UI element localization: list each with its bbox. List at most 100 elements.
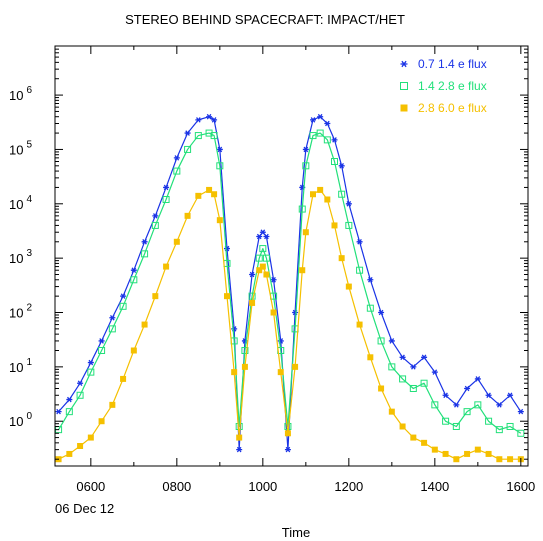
data-point bbox=[236, 434, 243, 441]
data-point bbox=[345, 201, 352, 207]
data-point bbox=[205, 129, 213, 137]
series-1 bbox=[55, 113, 524, 453]
data-point bbox=[184, 212, 191, 219]
x-tick-label: 1200 bbox=[334, 479, 363, 494]
data-point bbox=[309, 132, 317, 140]
data-point bbox=[236, 446, 243, 453]
data-point bbox=[507, 456, 514, 463]
data-point bbox=[442, 392, 449, 399]
data-point bbox=[241, 363, 248, 370]
data-point bbox=[130, 276, 138, 284]
data-point bbox=[388, 363, 396, 371]
data-point bbox=[173, 167, 181, 175]
data-point bbox=[195, 117, 202, 123]
data-point bbox=[270, 309, 277, 316]
data-point bbox=[77, 380, 84, 387]
y-tick-label: 10 6 bbox=[9, 85, 32, 103]
data-point bbox=[388, 408, 395, 415]
data-point bbox=[410, 434, 417, 441]
chart-title: STEREO BEHIND SPACECRAFT: IMPACT/HET bbox=[125, 12, 405, 27]
data-point bbox=[211, 117, 218, 123]
data-point bbox=[463, 408, 471, 416]
data-point bbox=[377, 337, 385, 345]
data-point bbox=[216, 217, 223, 224]
data-point bbox=[399, 375, 407, 383]
data-point bbox=[409, 384, 417, 392]
legend-label: 1.4 2.8 e flux bbox=[418, 79, 487, 93]
data-point bbox=[284, 430, 291, 437]
data-point bbox=[206, 186, 213, 193]
data-point bbox=[298, 205, 306, 213]
data-point bbox=[495, 426, 503, 434]
data-point bbox=[453, 456, 460, 463]
data-point bbox=[431, 446, 438, 453]
data-point bbox=[162, 195, 170, 203]
data-point bbox=[231, 369, 238, 376]
y-tick-base: 10 bbox=[9, 251, 23, 266]
data-point bbox=[109, 314, 116, 321]
data-point bbox=[324, 120, 331, 127]
data-point bbox=[310, 117, 316, 123]
data-point bbox=[55, 408, 62, 415]
data-point bbox=[262, 254, 270, 262]
data-point bbox=[317, 186, 324, 193]
data-point bbox=[151, 221, 159, 229]
y-tick-label: 10 2 bbox=[9, 303, 32, 321]
legend: 0.7 1.4 e flux 1.4 2.8 e flux 2.8 6.0 e fl… bbox=[400, 57, 487, 115]
data-point bbox=[310, 191, 316, 198]
data-point bbox=[292, 363, 299, 370]
data-point bbox=[259, 229, 266, 236]
data-point bbox=[152, 213, 159, 219]
data-point bbox=[452, 422, 460, 430]
y-tick-label: 10 1 bbox=[9, 357, 32, 375]
data-point bbox=[263, 233, 270, 240]
data-point bbox=[284, 446, 291, 453]
data-point bbox=[474, 401, 482, 409]
y-tick-exponent: 4 bbox=[26, 194, 32, 205]
data-point bbox=[485, 450, 492, 457]
y-tick-exponent: 6 bbox=[26, 85, 32, 96]
data-point bbox=[98, 418, 105, 425]
data-point bbox=[98, 346, 106, 354]
data-point bbox=[474, 376, 481, 382]
data-point bbox=[485, 417, 493, 425]
data-point bbox=[224, 293, 230, 300]
data-point bbox=[206, 113, 213, 120]
data-point bbox=[366, 304, 374, 312]
data-point bbox=[421, 354, 428, 361]
y-tick-base: 10 bbox=[9, 142, 23, 157]
series-2 bbox=[55, 129, 525, 437]
data-point bbox=[255, 254, 263, 262]
legend-marker bbox=[400, 104, 408, 112]
y-tick-base: 10 bbox=[9, 306, 23, 321]
data-point bbox=[87, 434, 94, 441]
y-tick-label: 10 0 bbox=[9, 411, 32, 429]
data-point bbox=[256, 267, 263, 274]
series-line bbox=[58, 189, 521, 460]
data-point bbox=[517, 429, 525, 437]
data-point bbox=[323, 136, 331, 144]
data-point bbox=[66, 396, 73, 403]
data-point bbox=[338, 255, 345, 262]
data-point bbox=[485, 392, 492, 399]
data-point bbox=[195, 192, 202, 199]
data-point bbox=[108, 325, 116, 333]
y-tick-label: 10 4 bbox=[9, 194, 32, 212]
data-point bbox=[496, 456, 503, 463]
data-point bbox=[109, 401, 116, 408]
y-tick-base: 10 bbox=[9, 197, 23, 212]
data-point bbox=[345, 221, 353, 229]
data-point bbox=[345, 283, 352, 290]
data-point bbox=[173, 238, 180, 245]
data-point bbox=[184, 145, 192, 153]
data-point bbox=[130, 347, 137, 354]
series-line bbox=[58, 132, 522, 434]
data-point bbox=[496, 402, 503, 408]
data-point bbox=[141, 321, 148, 328]
data-point bbox=[338, 163, 345, 169]
date-label: 06 Dec 12 bbox=[55, 501, 114, 516]
data-point bbox=[77, 442, 84, 449]
data-point bbox=[119, 302, 127, 310]
data-point bbox=[302, 229, 309, 236]
